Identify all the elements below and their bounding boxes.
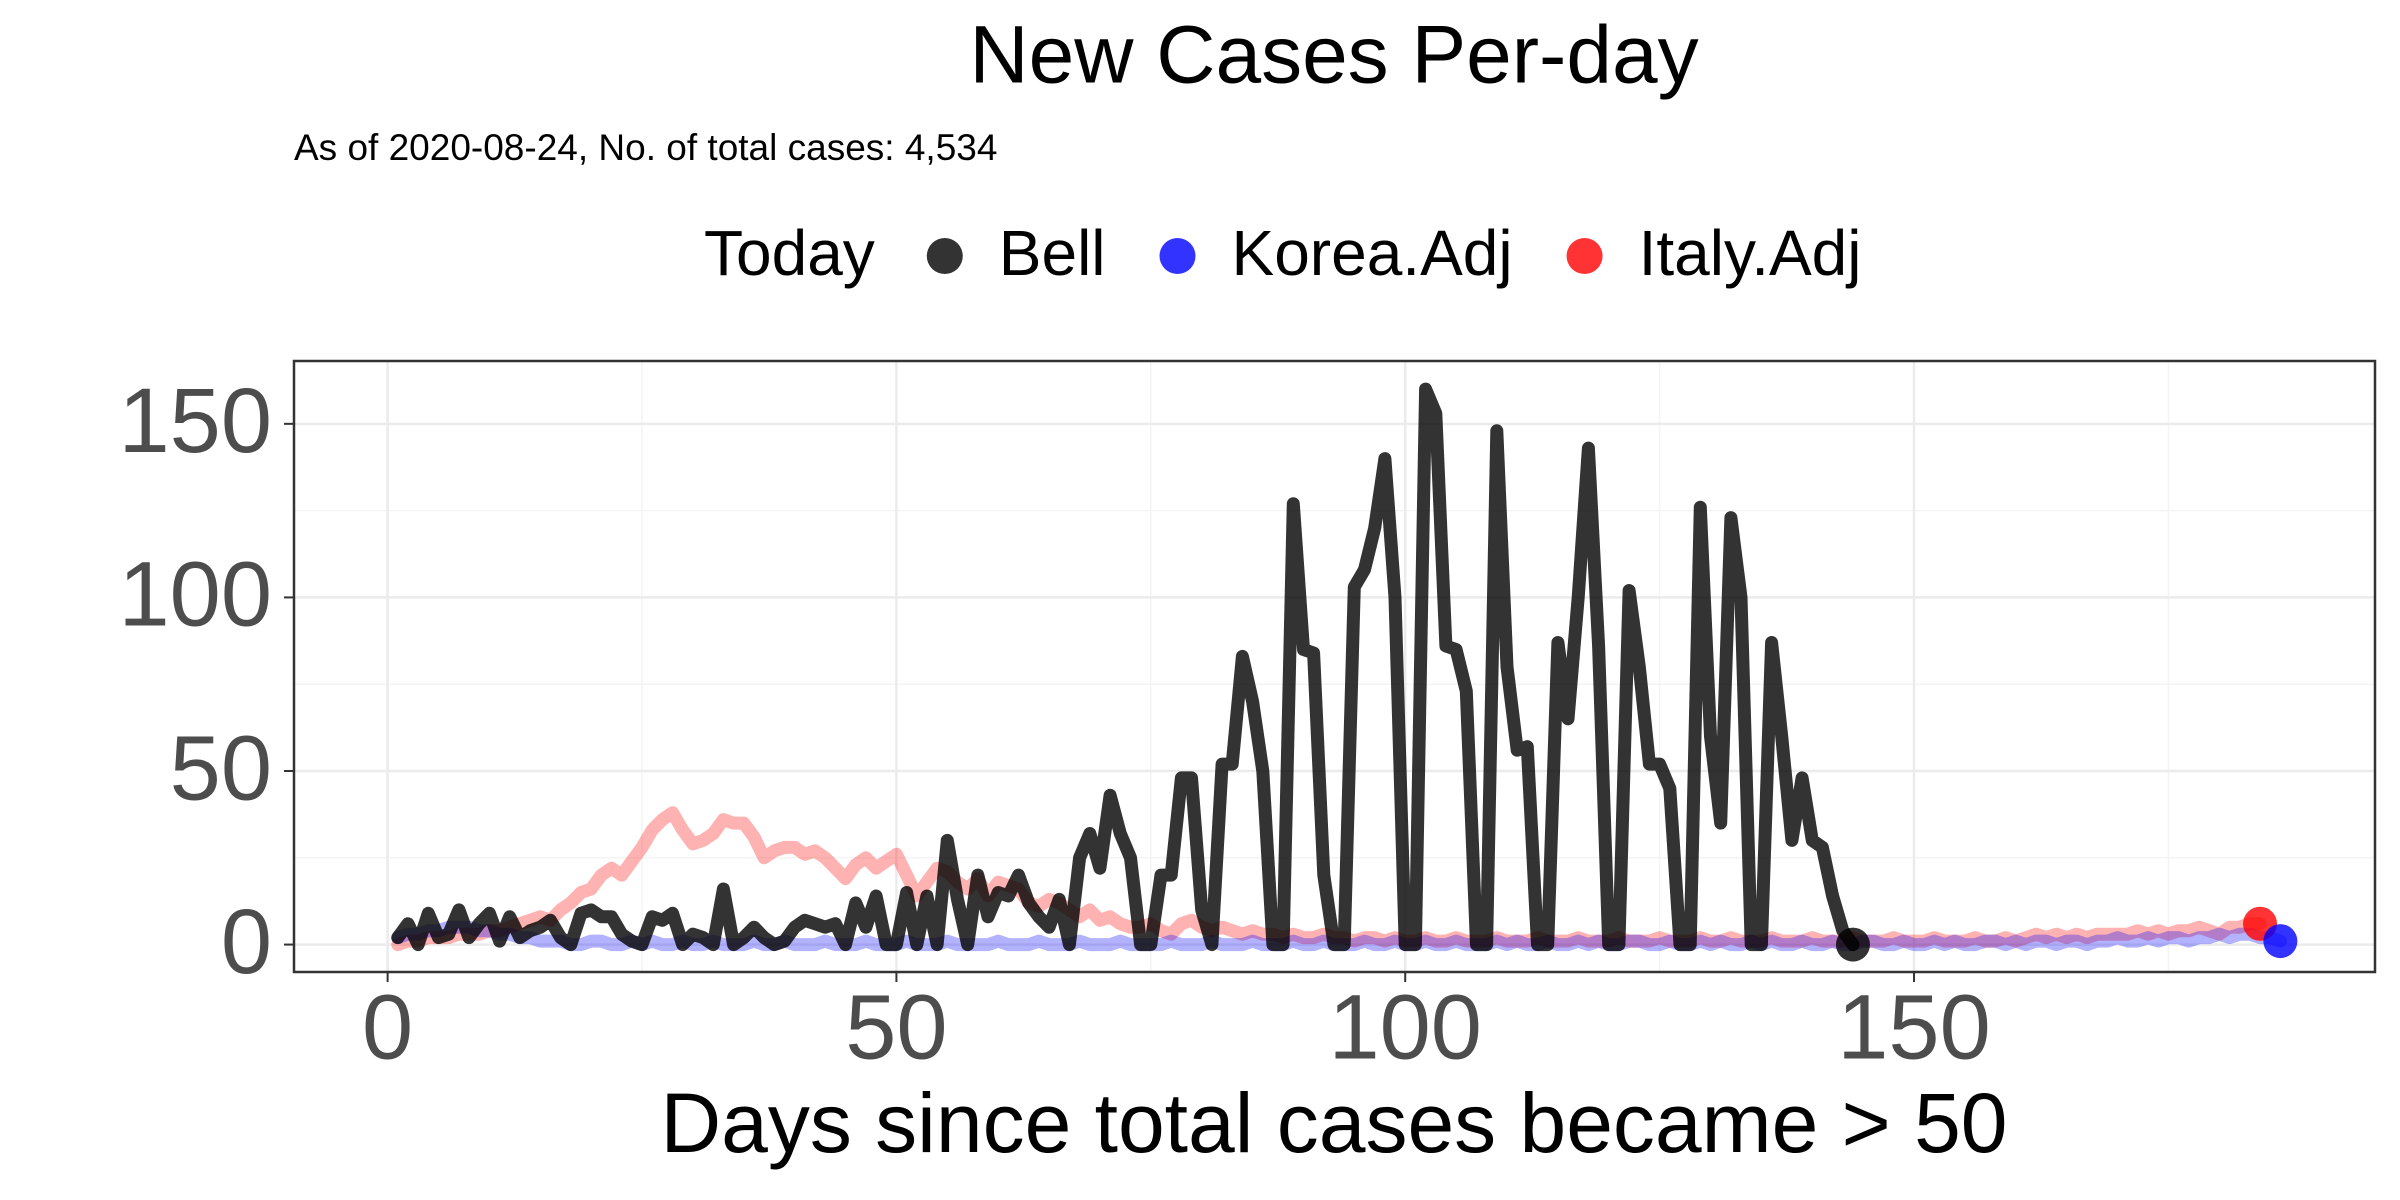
y-tick-label: 0 — [221, 891, 272, 993]
today-point — [2263, 924, 2298, 959]
plot-border — [292, 359, 2377, 974]
x-axis-title: Days since total cases became > 50 — [660, 1076, 2007, 1170]
legend-swatch — [1159, 238, 1196, 274]
y-tick-label: 150 — [119, 370, 273, 472]
legend-label: Bell — [999, 217, 1106, 289]
legend-swatch — [1566, 238, 1603, 274]
chart-title: New Cases Per-day — [969, 10, 1698, 101]
chart-subtitle: As of 2020-08-24, No. of total cases: 4,… — [294, 127, 997, 168]
legend-label: Italy.Adj — [1639, 217, 1862, 289]
y-tick-label: 100 — [119, 544, 273, 646]
legend-swatch — [926, 238, 963, 274]
x-tick-label: 150 — [1837, 976, 1991, 1078]
y-tick-label: 50 — [170, 717, 272, 819]
today-point — [1835, 927, 1870, 962]
x-tick-label: 50 — [845, 976, 947, 1078]
series-line — [391, 382, 1860, 952]
x-tick-label: 100 — [1328, 976, 1482, 1078]
x-tick-label: 0 — [362, 976, 413, 1078]
legend-title: Today — [704, 217, 875, 289]
legend-label: Korea.Adj — [1232, 217, 1513, 289]
